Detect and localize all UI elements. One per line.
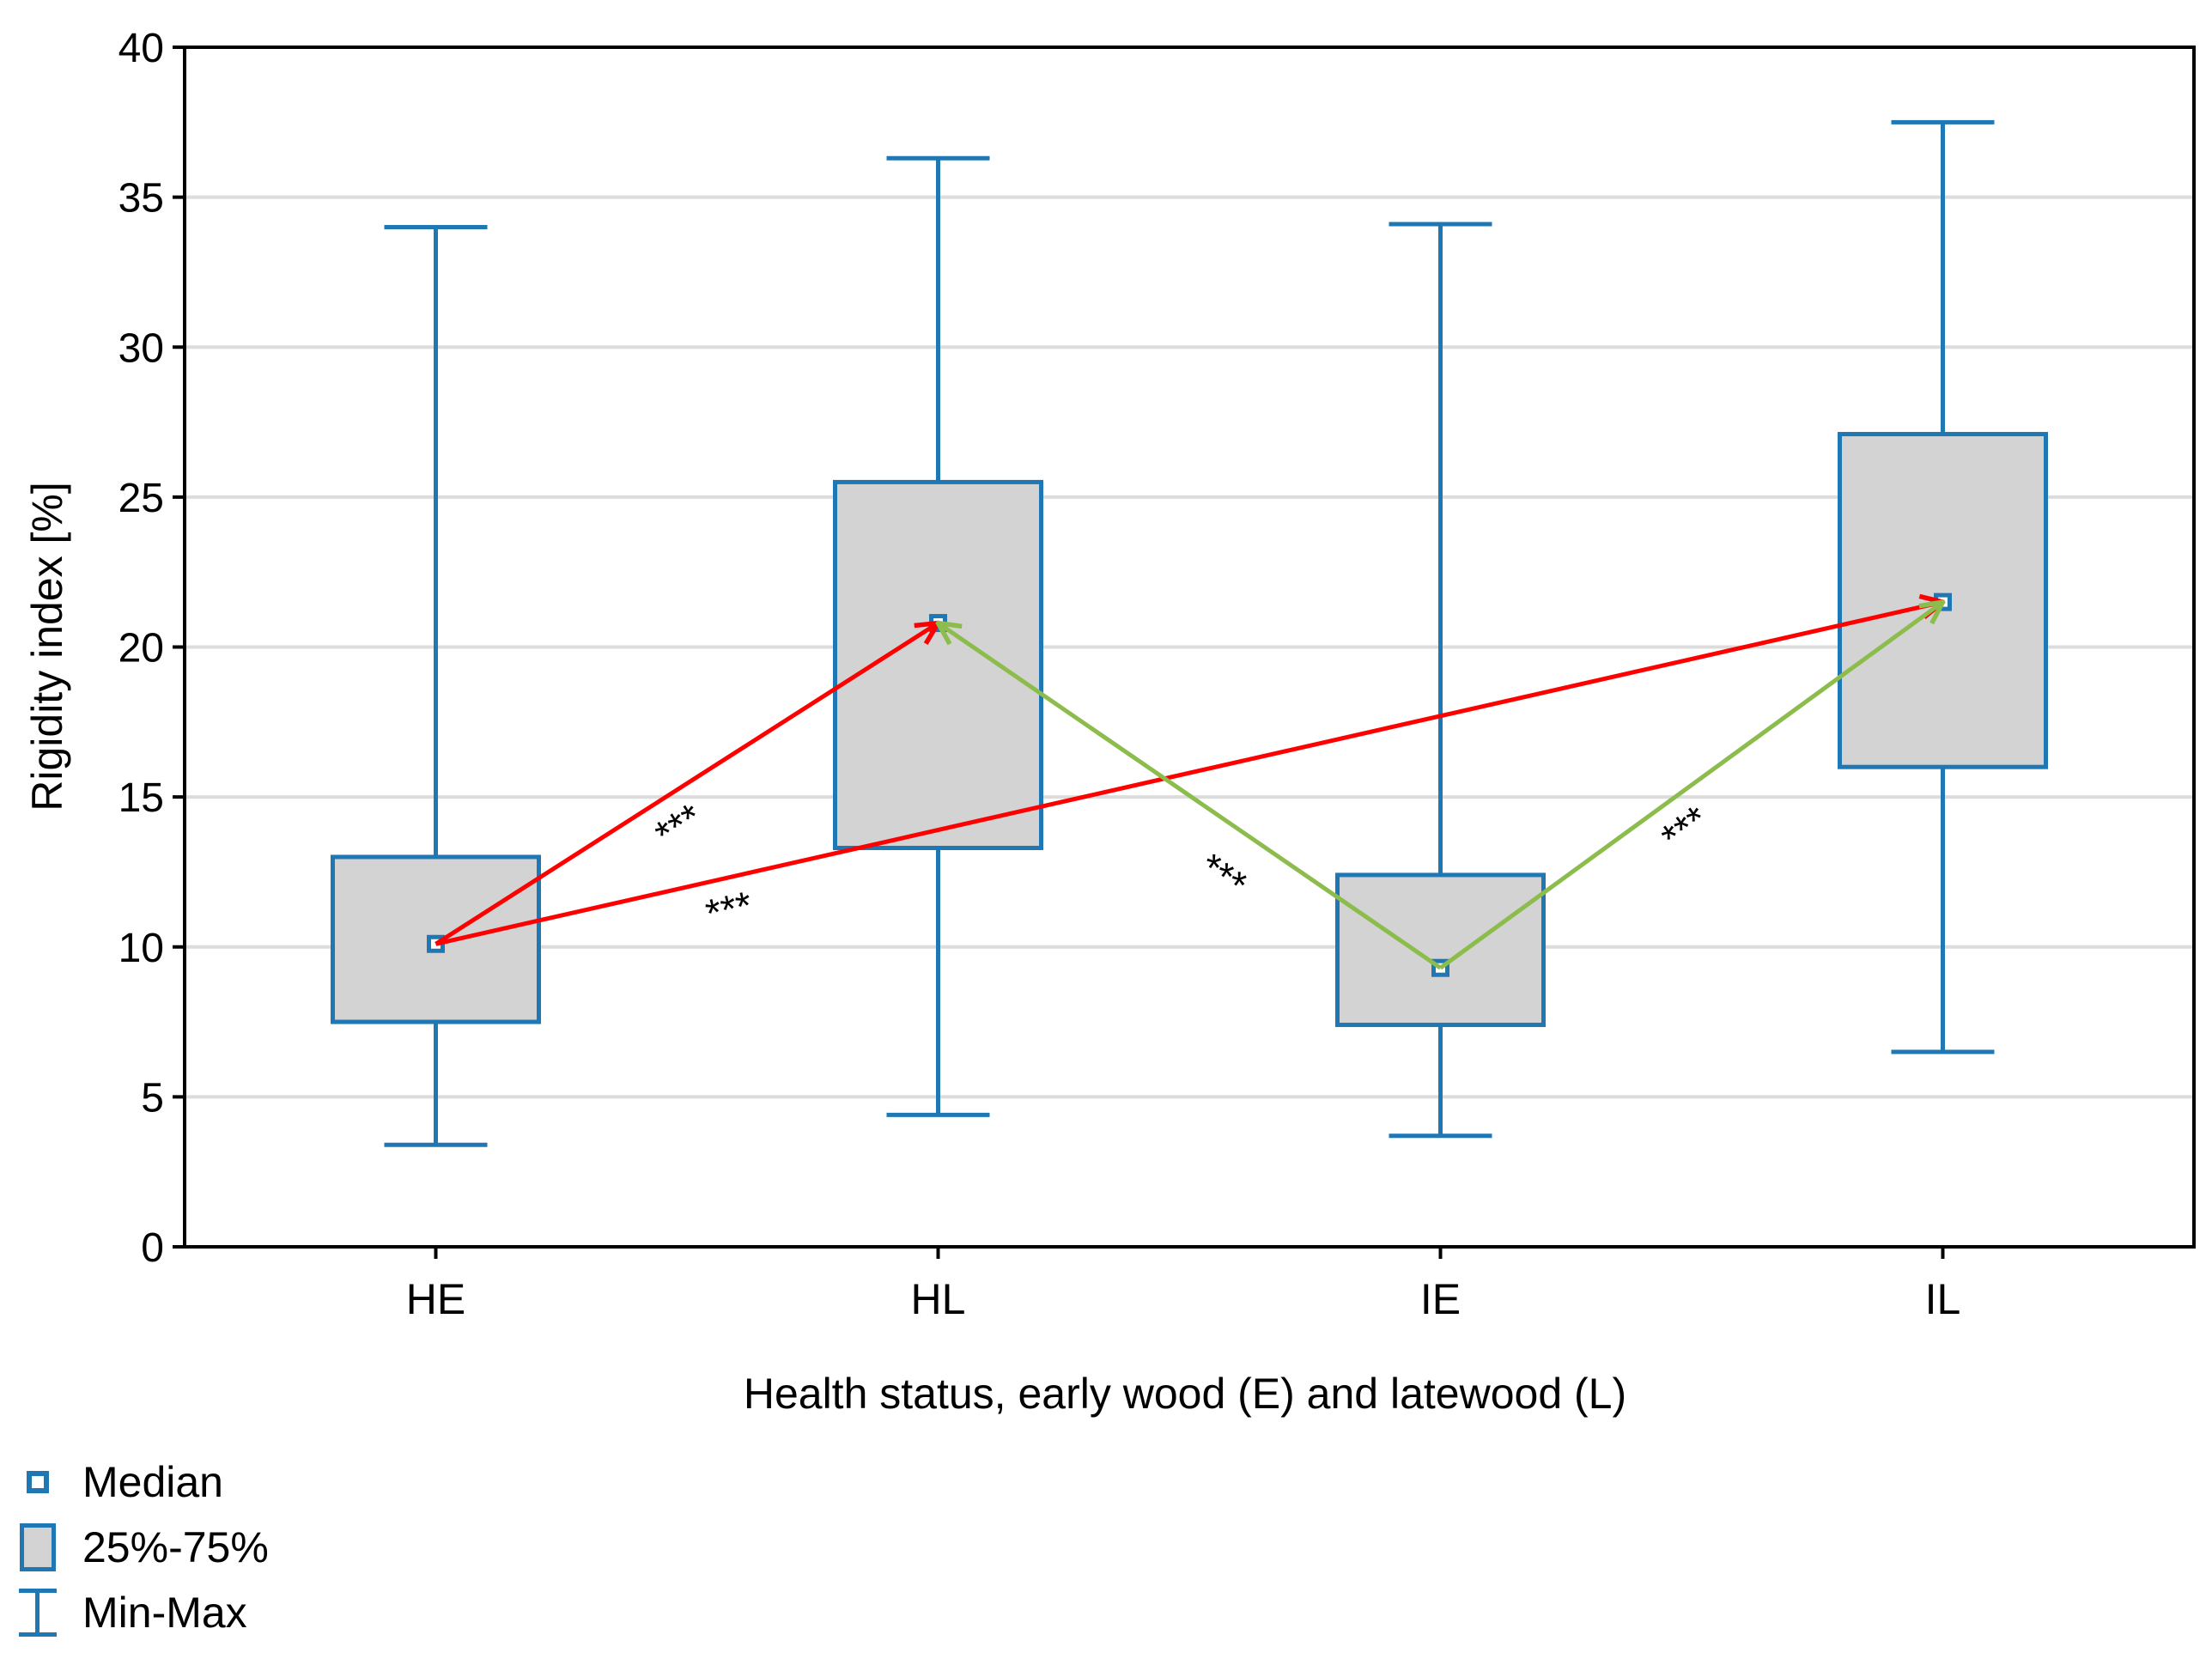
y-tick-label: 20 — [118, 626, 164, 671]
y-tick-label: 30 — [118, 325, 164, 371]
x-axis-title: Health status, early wood (E) and latewo… — [744, 1370, 1626, 1418]
comparison-arrows: ************ — [434, 602, 1943, 970]
x-tick-label: HL — [911, 1275, 966, 1323]
y-tick-label: 35 — [118, 176, 164, 222]
legend: Median 25%-75% Min-Max — [12, 1449, 269, 1645]
axes: 0 5 10 15 20 25 30 35 40 HE HL IE IL — [118, 26, 2196, 1323]
iqr-box — [833, 479, 1043, 850]
box-he — [331, 225, 541, 1147]
comparison-arrow — [939, 623, 1442, 970]
comparison-he-il: *** — [434, 602, 1943, 946]
legend-item-iqr: 25%-75% — [12, 1515, 269, 1580]
box-hl — [833, 155, 1043, 1117]
y-tick-label: 0 — [141, 1225, 164, 1271]
y-tick-label: 10 — [118, 926, 164, 971]
x-tick-label: HE — [406, 1275, 465, 1323]
comparison-arrow — [1439, 602, 1943, 970]
comparison-arrow — [434, 602, 1943, 946]
y-tick-label: 40 — [118, 26, 164, 71]
significance-label: *** — [702, 882, 757, 936]
iqr-box — [1335, 872, 1546, 1028]
x-tick-label: IL — [1925, 1275, 1961, 1323]
box-marker-icon — [12, 1515, 64, 1580]
whisker-marker-icon — [12, 1580, 64, 1645]
x-tick-label: IE — [1420, 1275, 1461, 1323]
box-ie — [1335, 222, 1546, 1139]
y-tick-label: 15 — [118, 775, 164, 821]
legend-label-iqr: 25%-75% — [82, 1523, 269, 1571]
y-tick-label: 5 — [141, 1075, 164, 1121]
y-tick-label: 25 — [118, 476, 164, 521]
box-il — [1838, 119, 2048, 1054]
legend-label-median: Median — [82, 1458, 223, 1506]
legend-label-minmax: Min-Max — [82, 1589, 247, 1637]
legend-item-minmax: Min-Max — [12, 1580, 269, 1645]
median-marker-icon — [12, 1449, 64, 1515]
comparison-arrow — [434, 623, 939, 946]
significance-label: *** — [1199, 834, 1262, 896]
y-axis-title: Rigidity index [%] — [23, 482, 71, 811]
boxes — [331, 119, 2048, 1147]
legend-item-median: Median — [12, 1449, 269, 1515]
